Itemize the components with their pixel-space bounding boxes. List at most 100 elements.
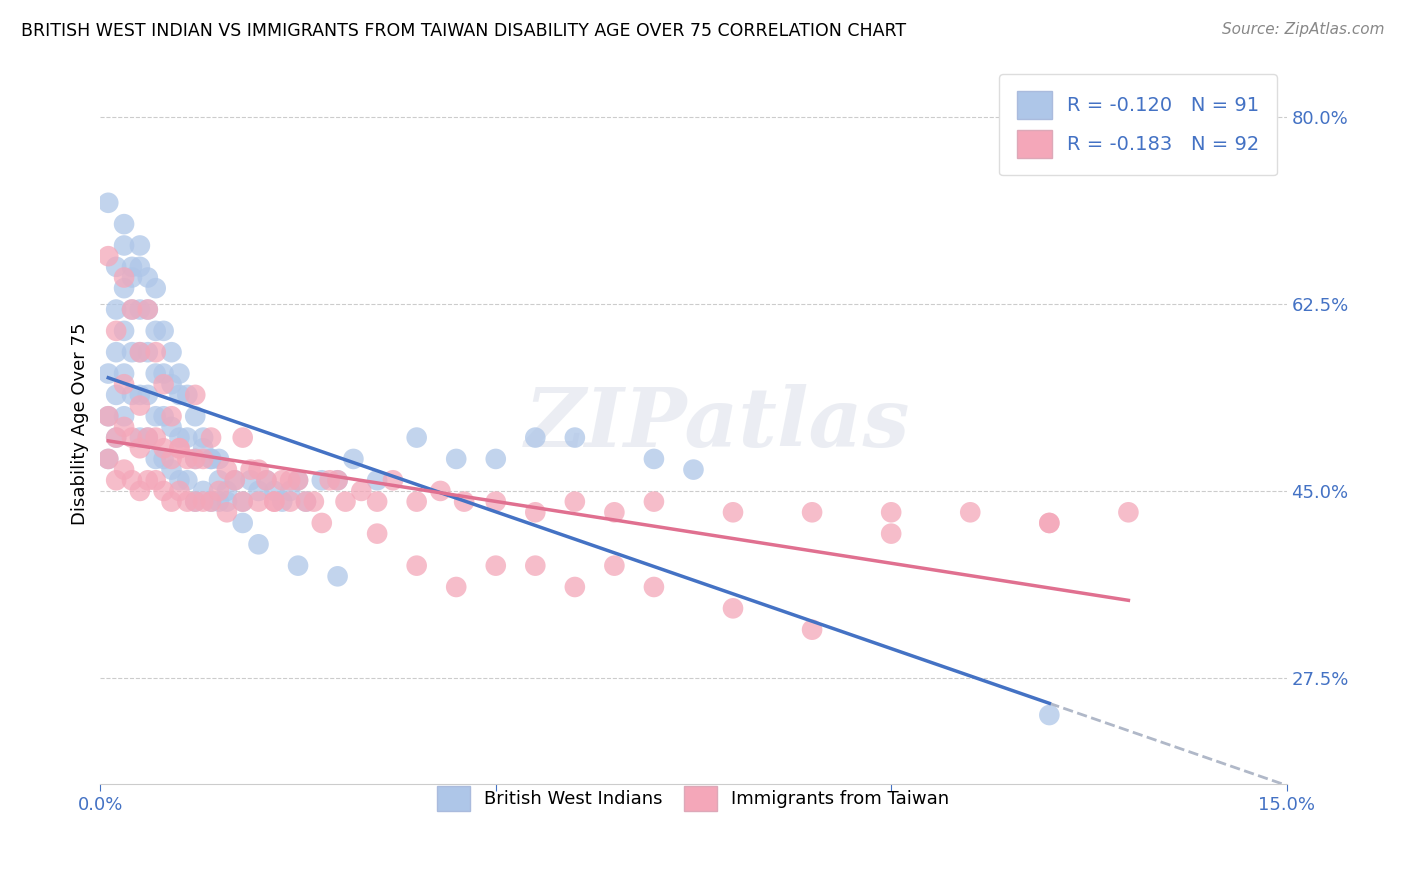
Point	[112, 377, 135, 392]
Point	[112, 367, 135, 381]
Point	[97, 195, 120, 210]
Point	[200, 451, 222, 466]
Point	[524, 505, 547, 519]
Point	[880, 526, 903, 541]
Point	[152, 442, 174, 456]
Point	[184, 451, 207, 466]
Point	[105, 473, 128, 487]
Point	[105, 431, 128, 445]
Point	[136, 345, 159, 359]
Point	[152, 324, 174, 338]
Point	[326, 473, 349, 487]
Point	[128, 345, 150, 359]
Point	[136, 302, 159, 317]
Point	[105, 345, 128, 359]
Point	[564, 580, 586, 594]
Point	[366, 526, 388, 541]
Point	[326, 569, 349, 583]
Point	[169, 388, 191, 402]
Point	[176, 431, 198, 445]
Point	[184, 494, 207, 508]
Y-axis label: Disability Age Over 75: Disability Age Over 75	[72, 323, 89, 525]
Point	[278, 483, 301, 498]
Point	[381, 473, 404, 487]
Point	[145, 409, 167, 424]
Point	[682, 462, 704, 476]
Point	[160, 451, 183, 466]
Point	[444, 580, 467, 594]
Point	[121, 302, 143, 317]
Point	[160, 377, 183, 392]
Point	[302, 494, 325, 508]
Point	[128, 388, 150, 402]
Point	[247, 537, 270, 551]
Text: BRITISH WEST INDIAN VS IMMIGRANTS FROM TAIWAN DISABILITY AGE OVER 75 CORRELATION: BRITISH WEST INDIAN VS IMMIGRANTS FROM T…	[21, 22, 907, 40]
Point	[105, 324, 128, 338]
Point	[128, 260, 150, 274]
Point	[121, 345, 143, 359]
Point	[145, 345, 167, 359]
Point	[232, 494, 254, 508]
Point	[485, 558, 508, 573]
Point	[287, 558, 309, 573]
Point	[311, 516, 333, 530]
Point	[136, 431, 159, 445]
Point	[128, 431, 150, 445]
Point	[136, 270, 159, 285]
Point	[97, 249, 120, 263]
Point	[232, 494, 254, 508]
Point	[405, 494, 427, 508]
Point	[105, 431, 128, 445]
Point	[112, 238, 135, 252]
Point	[145, 473, 167, 487]
Point	[112, 409, 135, 424]
Point	[1118, 505, 1140, 519]
Point	[145, 367, 167, 381]
Point	[121, 260, 143, 274]
Point	[643, 451, 665, 466]
Point	[287, 473, 309, 487]
Point	[263, 494, 285, 508]
Point	[152, 377, 174, 392]
Point	[254, 473, 277, 487]
Point	[112, 281, 135, 295]
Point	[191, 442, 214, 456]
Point	[128, 442, 150, 456]
Point	[97, 409, 120, 424]
Point	[564, 431, 586, 445]
Point	[880, 505, 903, 519]
Point	[105, 302, 128, 317]
Point	[278, 473, 301, 487]
Point	[97, 451, 120, 466]
Point	[136, 473, 159, 487]
Point	[1038, 708, 1060, 723]
Point	[112, 324, 135, 338]
Point	[145, 324, 167, 338]
Point	[224, 473, 246, 487]
Point	[145, 451, 167, 466]
Point	[176, 451, 198, 466]
Point	[169, 431, 191, 445]
Point	[366, 494, 388, 508]
Point	[239, 462, 262, 476]
Point	[326, 473, 349, 487]
Point	[176, 473, 198, 487]
Point	[239, 473, 262, 487]
Point	[208, 494, 231, 508]
Point	[160, 494, 183, 508]
Point	[97, 451, 120, 466]
Point	[1038, 516, 1060, 530]
Point	[128, 345, 150, 359]
Point	[105, 388, 128, 402]
Point	[184, 494, 207, 508]
Point	[121, 388, 143, 402]
Point	[453, 494, 475, 508]
Point	[208, 451, 231, 466]
Point	[208, 483, 231, 498]
Point	[152, 483, 174, 498]
Point	[136, 431, 159, 445]
Point	[232, 516, 254, 530]
Point	[121, 270, 143, 285]
Point	[128, 302, 150, 317]
Point	[524, 558, 547, 573]
